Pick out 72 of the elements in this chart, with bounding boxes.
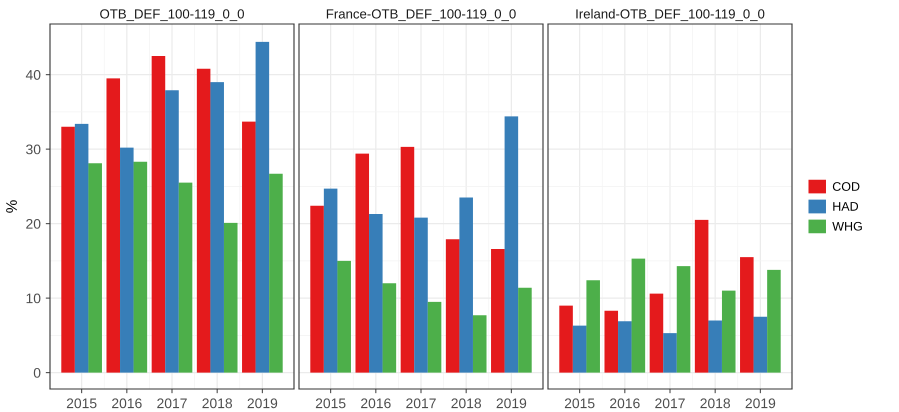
x-tick-label: 2019 xyxy=(496,398,526,408)
x-tick-label: 2019 xyxy=(746,398,776,408)
bar xyxy=(446,239,460,373)
bar xyxy=(152,56,166,373)
bar xyxy=(120,148,134,373)
bar xyxy=(604,310,618,373)
bar xyxy=(428,302,442,373)
bar xyxy=(572,326,586,373)
bar xyxy=(196,68,210,373)
x-tick-label: 2015 xyxy=(316,398,346,408)
x-tick-label: 2018 xyxy=(700,398,730,408)
x-tick-label: 2017 xyxy=(655,398,685,408)
bar xyxy=(472,315,487,373)
x-tick-label: 2017 xyxy=(406,398,436,408)
bar xyxy=(518,288,532,373)
bar xyxy=(355,154,370,373)
bar xyxy=(754,316,768,373)
bar xyxy=(663,333,677,373)
bar xyxy=(106,78,120,373)
bar xyxy=(61,126,75,373)
bar xyxy=(632,258,646,373)
bar xyxy=(676,266,690,373)
bar xyxy=(491,248,505,373)
legend-label: HAD xyxy=(833,202,858,211)
bar xyxy=(256,42,270,373)
x-tick-label: 2015 xyxy=(66,398,96,408)
y-tick-label: 10 xyxy=(26,293,40,304)
legend-label: WHG xyxy=(832,222,862,231)
bar xyxy=(694,220,708,373)
bar xyxy=(722,290,736,373)
chart-title: Ireland-OTB_DEF_100-119_0_0 xyxy=(576,8,764,22)
bar xyxy=(586,280,600,373)
x-tick-label: 2017 xyxy=(157,398,187,408)
bar xyxy=(224,222,238,373)
bar xyxy=(740,257,754,373)
bar xyxy=(242,122,256,373)
x-tick-label: 2016 xyxy=(610,398,640,408)
bar xyxy=(459,198,473,373)
x-tick-label: 2015 xyxy=(564,398,594,408)
bar xyxy=(165,90,179,373)
bar xyxy=(767,270,781,373)
bar xyxy=(88,163,102,373)
legend-label: COD xyxy=(832,182,860,191)
x-tick-label: 2016 xyxy=(361,398,391,408)
bar xyxy=(382,283,396,373)
x-tick-label: 2019 xyxy=(248,398,278,408)
bar xyxy=(559,306,573,373)
chart-title: France-OTB_DEF_100-119_0_0 xyxy=(326,9,516,22)
y-tick-label: 30 xyxy=(26,144,40,154)
bar xyxy=(269,174,283,373)
bar xyxy=(324,188,338,373)
bar xyxy=(178,182,192,373)
y-axis-title: % xyxy=(6,200,17,213)
bar xyxy=(74,124,88,373)
y-tick-label: 40 xyxy=(26,70,40,80)
bar xyxy=(618,321,632,373)
x-tick-label: 2016 xyxy=(112,398,142,408)
x-tick-label: 2018 xyxy=(451,398,482,408)
x-tick-label: 2018 xyxy=(202,398,232,408)
bar xyxy=(650,294,664,373)
bar xyxy=(337,260,351,373)
bar xyxy=(310,206,324,373)
y-tick-label: 0 xyxy=(34,368,40,378)
bar xyxy=(504,116,518,373)
chart-title: OTB_DEF_100-119_0_0 xyxy=(100,9,244,22)
y-tick-label: 20 xyxy=(26,218,40,229)
bar xyxy=(369,214,383,373)
bar xyxy=(708,320,722,373)
bar xyxy=(134,162,148,373)
bar xyxy=(210,82,224,373)
bar xyxy=(414,218,428,373)
bar xyxy=(400,146,414,373)
